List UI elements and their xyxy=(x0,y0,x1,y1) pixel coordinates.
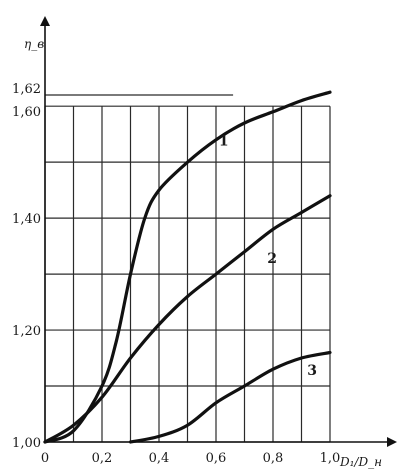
series: 1 2 3 xyxy=(43,90,332,444)
y-tick-label: 1,40 xyxy=(12,212,41,227)
x-tick-label: 0,6 xyxy=(206,451,227,466)
y-axis-title: η_в xyxy=(24,37,44,51)
y-tick-label: 1,00 xyxy=(12,436,41,451)
tick-labels: 0 0,2 0,4 0,6 0,8 1,0 1,00 1,20 1,40 1,60 1,62 xyxy=(12,82,340,466)
x-tick-label: 0 xyxy=(41,451,49,466)
series-label-3: 3 xyxy=(307,363,317,379)
series-line-1 xyxy=(43,90,332,444)
grid xyxy=(44,94,331,443)
y-tick-label: 1,60 xyxy=(12,105,41,120)
x-tick-label: 0,8 xyxy=(263,451,284,466)
series-line-2 xyxy=(43,194,332,444)
x-tick-label: 0,4 xyxy=(149,451,170,466)
y-tick-label: 1,20 xyxy=(12,324,41,339)
axes xyxy=(40,16,397,447)
series-label-1: 1 xyxy=(219,133,229,149)
y-tick-label: 1,62 xyxy=(12,82,41,97)
x-axis-title: D₁/D_н xyxy=(339,455,382,469)
series-line-3 xyxy=(128,350,332,444)
x-tick-label: 1,0 xyxy=(320,451,341,466)
x-tick-label: 0,2 xyxy=(92,451,113,466)
series-label-2: 2 xyxy=(267,251,277,267)
